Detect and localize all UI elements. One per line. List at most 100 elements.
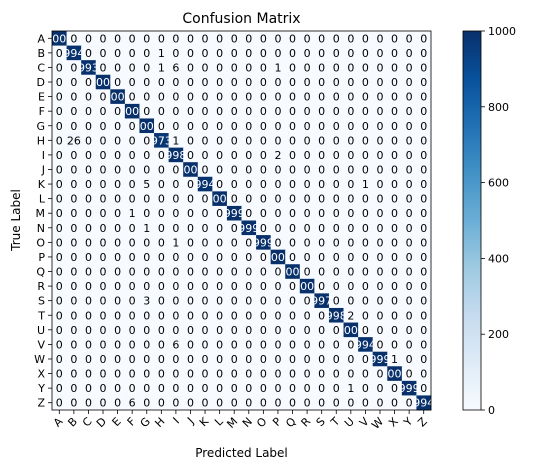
heatmap-cell (256, 31, 272, 46)
cell-value-label: 0 (376, 382, 383, 395)
cell-value-label: 0 (114, 251, 121, 264)
heatmap-cell (372, 264, 388, 280)
heatmap-cell (328, 162, 344, 178)
heatmap-cell (343, 264, 359, 280)
cell-value-label: 0 (216, 295, 223, 308)
cell-value-label: 0 (187, 353, 194, 366)
cell-value-label: 0 (70, 353, 77, 366)
cell-value-label: 0 (376, 280, 383, 293)
heatmap-cell (285, 118, 301, 134)
heatmap-cell (256, 278, 272, 294)
heatmap-cell (372, 278, 388, 294)
heatmap-cell (343, 278, 359, 294)
heatmap-cell (183, 351, 199, 367)
heatmap-cell (197, 322, 213, 338)
cell-value-label: 0 (333, 47, 340, 60)
cell-value-label: 0 (318, 207, 325, 220)
cell-value-label: 0 (420, 47, 427, 60)
heatmap-cell (343, 220, 359, 236)
heatmap-cell (401, 249, 417, 265)
heatmap-cell (241, 45, 257, 61)
heatmap-cell (256, 118, 272, 134)
cell-value-label: 0 (85, 368, 92, 381)
x-tick-label: C (80, 415, 95, 430)
y-tick-label: Q (36, 266, 45, 279)
cell-value-label: 0 (391, 251, 398, 264)
cell-value-label: 0 (347, 47, 354, 60)
heatmap-cell (212, 45, 228, 61)
heatmap-cell (401, 395, 417, 411)
y-tick-label: H (37, 134, 45, 147)
cell-value-label: 0 (216, 368, 223, 381)
cell-value-label: 0 (274, 32, 281, 45)
heatmap-cell (387, 162, 403, 178)
cell-value-label: 0 (347, 120, 354, 133)
heatmap-cell (270, 60, 286, 76)
cell-value-label: 0 (114, 105, 121, 118)
cell-value-label: 1 (172, 236, 179, 249)
heatmap-cell (183, 235, 199, 251)
cell-value-label: 0 (318, 149, 325, 162)
cell-value-label: 0 (391, 222, 398, 235)
heatmap-cell (95, 307, 111, 323)
cell-value-label: 0 (231, 178, 238, 191)
heatmap-cell (183, 220, 199, 236)
heatmap-cell (95, 45, 111, 61)
heatmap-cell (416, 307, 432, 323)
heatmap-cell (387, 235, 403, 251)
x-tick-label: Y (401, 415, 416, 430)
heatmap-cell (124, 31, 140, 46)
heatmap-cell (358, 74, 374, 90)
heatmap-cell (139, 45, 155, 61)
heatmap-cell (66, 31, 82, 46)
heatmap-cell (197, 278, 213, 294)
heatmap-cell (256, 147, 272, 163)
heatmap-cell (314, 307, 330, 323)
heatmap-cell (197, 162, 213, 178)
cell-value-label: 0 (158, 207, 165, 220)
heatmap-cell (183, 264, 199, 280)
cell-value-label: 0 (376, 368, 383, 381)
cell-value-label: 0 (347, 193, 354, 206)
cell-value-label: 0 (420, 207, 427, 220)
heatmap-cell (110, 118, 126, 134)
heatmap-cell (52, 133, 67, 149)
heatmap-cell (81, 118, 97, 134)
heatmap-cell (270, 176, 286, 192)
heatmap-cell (81, 337, 97, 353)
cell-value-label: 0 (304, 222, 311, 235)
heatmap-cell (285, 278, 301, 294)
heatmap-cell (299, 162, 315, 178)
heatmap-cell (168, 220, 184, 236)
cell-value-label: 0 (304, 193, 311, 206)
cell-value-label: 0 (70, 382, 77, 395)
cell-value-label: 0 (376, 178, 383, 191)
heatmap-cell (66, 322, 82, 338)
heatmap-cell (212, 191, 228, 207)
heatmap-cell (372, 89, 388, 105)
heatmap-cell (314, 60, 330, 76)
heatmap-cell (183, 147, 199, 163)
cell-value-label: 0 (158, 120, 165, 133)
cell-value-label: 0 (85, 382, 92, 395)
cell-value-label: 0 (216, 353, 223, 366)
cell-value-label: 0 (172, 382, 179, 395)
cell-value-label: 0 (406, 295, 413, 308)
cell-value-label: 1 (391, 353, 398, 366)
cell-value-label: 0 (231, 193, 238, 206)
heatmap-cell (241, 249, 257, 265)
cell-value-label: 0 (129, 32, 136, 45)
heatmap-cell (168, 162, 184, 178)
cell-value-label: 0 (347, 222, 354, 235)
cell-value-label: 0 (129, 76, 136, 89)
cell-value-label: 0 (420, 163, 427, 176)
cell-value-label: 0 (289, 163, 296, 176)
cell-value-label: 0 (143, 105, 150, 118)
cell-value-label: 0 (362, 193, 369, 206)
heatmap-cell (212, 89, 228, 105)
cell-value-label: 0 (187, 368, 194, 381)
heatmap-cell (343, 133, 359, 149)
heatmap-cell (416, 31, 432, 46)
heatmap-cell (387, 337, 403, 353)
cell-value-label: 1 (172, 134, 179, 147)
